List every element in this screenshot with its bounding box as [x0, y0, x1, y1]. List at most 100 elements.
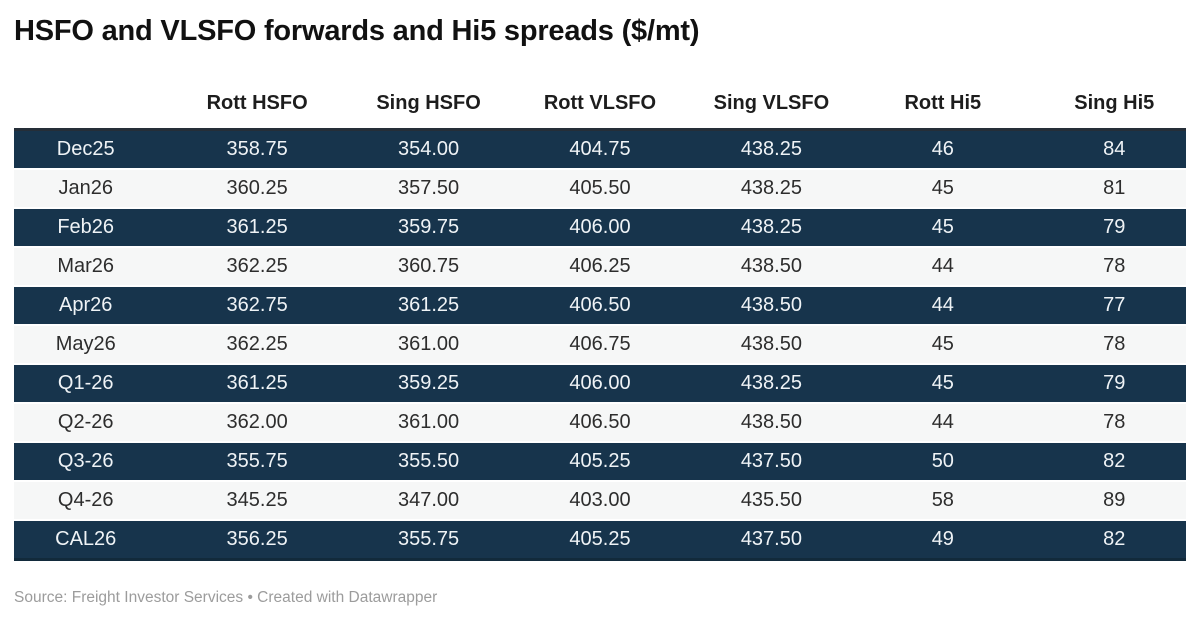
cell-value: 79	[1028, 209, 1200, 248]
row-label: Q2-26	[0, 404, 172, 443]
table-body: Dec25 358.75 354.00 404.75 438.25 46 84 Jan26 36…	[0, 128, 1200, 561]
datawrapper-table-chart: HSFO and VLSFO forwards and Hi5 spreads …	[0, 14, 1200, 642]
cell-value: 44	[857, 404, 1029, 443]
cell-value: 437.50	[685, 521, 858, 561]
cell-value: 58	[857, 482, 1029, 521]
cell-value: 49	[857, 521, 1029, 561]
table-row: May26 362.25 361.00 406.75 438.50 45 78	[0, 326, 1200, 365]
cell-value: 354.00	[342, 128, 515, 170]
cell-value: 44	[857, 248, 1029, 287]
cell-value: 361.25	[342, 287, 515, 326]
column-header: Rott Hi5	[857, 48, 1029, 128]
table-row: Q1-26 361.25 359.25 406.00 438.25 45 79	[0, 365, 1200, 404]
cell-value: 406.75	[514, 326, 686, 365]
cell-value: 403.00	[514, 482, 686, 521]
row-label: Feb26	[0, 209, 172, 248]
table-row: Q3-26 355.75 355.50 405.25 437.50 50 82	[0, 443, 1200, 482]
cell-value: 347.00	[342, 482, 515, 521]
cell-value: 89	[1028, 482, 1200, 521]
cell-value: 405.50	[514, 170, 686, 209]
cell-value: 405.25	[514, 443, 686, 482]
cell-value: 406.00	[514, 209, 686, 248]
cell-value: 46	[857, 128, 1029, 170]
table-row: Mar26 362.25 360.75 406.25 438.50 44 78	[0, 248, 1200, 287]
cell-value: 355.75	[171, 443, 343, 482]
cell-value: 44	[857, 287, 1029, 326]
table-row: Dec25 358.75 354.00 404.75 438.25 46 84	[0, 128, 1200, 170]
source-line: Source: Freight Investor Services • Crea…	[14, 589, 438, 606]
cell-value: 360.25	[171, 170, 343, 209]
cell-value: 78	[1028, 404, 1200, 443]
table-wrap: Rott HSFO Sing HSFO Rott VLSFO Sing VLSFO Ro…	[0, 48, 1200, 561]
cell-value: 438.50	[685, 287, 858, 326]
cell-value: 81	[1028, 170, 1200, 209]
column-header: Rott VLSFO	[514, 48, 686, 128]
table-row: Jan26 360.25 357.50 405.50 438.25 45 81	[0, 170, 1200, 209]
cell-value: 438.50	[685, 248, 858, 287]
cell-value: 84	[1028, 128, 1200, 170]
row-label: Q1-26	[0, 365, 172, 404]
cell-value: 437.50	[685, 443, 858, 482]
cell-value: 362.25	[171, 326, 343, 365]
cell-value: 82	[1028, 521, 1200, 561]
cell-value: 438.50	[685, 404, 858, 443]
table-header-row: Rott HSFO Sing HSFO Rott VLSFO Sing VLSFO Ro…	[0, 48, 1200, 128]
cell-value: 406.00	[514, 365, 686, 404]
cell-value: 406.50	[514, 287, 686, 326]
table-row: Feb26 361.25 359.75 406.00 438.25 45 79	[0, 209, 1200, 248]
cell-value: 50	[857, 443, 1029, 482]
cell-value: 438.25	[685, 209, 858, 248]
cell-value: 360.75	[342, 248, 515, 287]
cell-value: 78	[1028, 326, 1200, 365]
cell-value: 358.75	[171, 128, 343, 170]
row-label: Dec25	[0, 128, 172, 170]
cell-value: 361.00	[342, 404, 515, 443]
row-label: Q3-26	[0, 443, 172, 482]
table-row: Q2-26 362.00 361.00 406.50 438.50 44 78	[0, 404, 1200, 443]
cell-value: 78	[1028, 248, 1200, 287]
cell-value: 406.50	[514, 404, 686, 443]
cell-value: 435.50	[685, 482, 858, 521]
cell-value: 345.25	[171, 482, 343, 521]
cell-value: 79	[1028, 365, 1200, 404]
cell-value: 355.75	[342, 521, 515, 561]
table-row: Q4-26 345.25 347.00 403.00 435.50 58 89	[0, 482, 1200, 521]
cell-value: 355.50	[342, 443, 515, 482]
row-label: CAL26	[0, 521, 172, 561]
cell-value: 359.25	[342, 365, 515, 404]
row-label: Mar26	[0, 248, 172, 287]
cell-value: 356.25	[171, 521, 343, 561]
row-label: Jan26	[0, 170, 172, 209]
cell-value: 405.25	[514, 521, 686, 561]
column-header: Sing Hi5	[1028, 48, 1200, 128]
cell-value: 357.50	[342, 170, 515, 209]
column-header: Rott HSFO	[171, 48, 343, 128]
cell-value: 362.25	[171, 248, 343, 287]
cell-value: 82	[1028, 443, 1200, 482]
cell-value: 438.25	[685, 365, 858, 404]
cell-value: 438.50	[685, 326, 858, 365]
cell-value: 406.25	[514, 248, 686, 287]
cell-value: 438.25	[685, 128, 858, 170]
cell-value: 361.25	[171, 209, 343, 248]
row-label: May26	[0, 326, 172, 365]
cell-value: 362.75	[171, 287, 343, 326]
table-header: Rott HSFO Sing HSFO Rott VLSFO Sing VLSFO Ro…	[0, 48, 1200, 128]
row-label: Q4-26	[0, 482, 172, 521]
cell-value: 362.00	[171, 404, 343, 443]
column-header: Sing HSFO	[342, 48, 515, 128]
cell-value: 45	[857, 365, 1029, 404]
table-row: Apr26 362.75 361.25 406.50 438.50 44 77	[0, 287, 1200, 326]
cell-value: 45	[857, 326, 1029, 365]
cell-value: 45	[857, 209, 1029, 248]
cell-value: 359.75	[342, 209, 515, 248]
cell-value: 404.75	[514, 128, 686, 170]
cell-value: 361.25	[171, 365, 343, 404]
page-title: HSFO and VLSFO forwards and Hi5 spreads …	[14, 15, 700, 47]
column-header: Sing VLSFO	[685, 48, 858, 128]
cell-value: 45	[857, 170, 1029, 209]
row-label: Apr26	[0, 287, 172, 326]
row-label-column-header	[0, 48, 172, 128]
cell-value: 77	[1028, 287, 1200, 326]
cell-value: 438.25	[685, 170, 858, 209]
